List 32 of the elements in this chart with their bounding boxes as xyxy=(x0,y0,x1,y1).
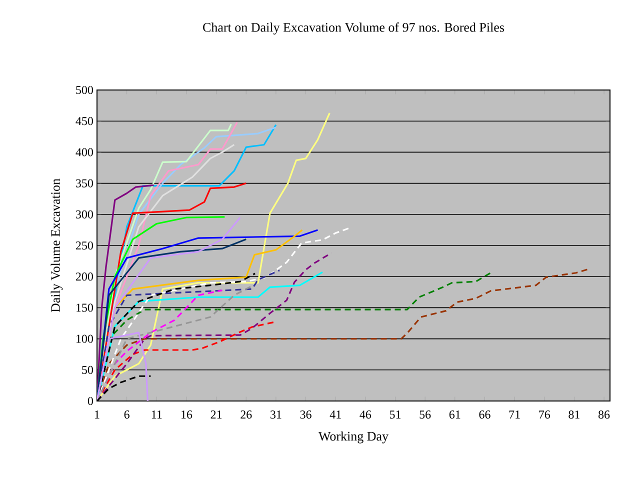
y-tick-label: 450 xyxy=(76,117,94,126)
x-tick-label: 11 xyxy=(152,410,162,418)
y-tick-label: 200 xyxy=(76,272,94,281)
x-tick-label: 1 xyxy=(95,410,100,418)
y-tick-label: 500 xyxy=(76,86,94,94)
x-tick-label: 76 xyxy=(539,410,550,419)
x-axis-title: Working Day xyxy=(318,432,388,444)
y-tick-label: 0 xyxy=(88,396,94,406)
y-tick-label: 50 xyxy=(82,366,94,374)
x-tick-label: 31 xyxy=(270,410,282,419)
x-tick-label: 51 xyxy=(390,410,401,419)
x-tick-label: 81 xyxy=(568,410,580,419)
x-tick-label: 56 xyxy=(420,410,431,419)
y-tick-label: 300 xyxy=(76,210,94,218)
x-tick-label: 66 xyxy=(479,410,490,419)
x-tick-label: 16 xyxy=(182,410,192,419)
x-tick-label: 46 xyxy=(360,410,372,419)
y-tick-label: 100 xyxy=(76,334,94,343)
y-axis-title: Daily Volume Excavation xyxy=(50,178,63,312)
x-tick-label: 26 xyxy=(240,410,252,419)
x-tick-label: 41 xyxy=(330,410,341,418)
y-tick-label: 250 xyxy=(76,241,94,250)
x-tick-label: 21 xyxy=(210,410,222,418)
y-tick-label: 150 xyxy=(76,304,94,312)
chart-title: Chart on Daily Excavation Volume of 97 nos. Bored Piles xyxy=(203,22,504,34)
y-tick-label: 400 xyxy=(76,148,94,156)
x-tick-label: 6 xyxy=(124,410,130,419)
x-tick-label: 61 xyxy=(449,410,460,419)
x-tick-label: 71 xyxy=(509,410,520,418)
x-tick-label: 86 xyxy=(598,410,610,419)
y-tick-label: 350 xyxy=(76,179,94,188)
x-tick-label: 36 xyxy=(300,410,312,419)
